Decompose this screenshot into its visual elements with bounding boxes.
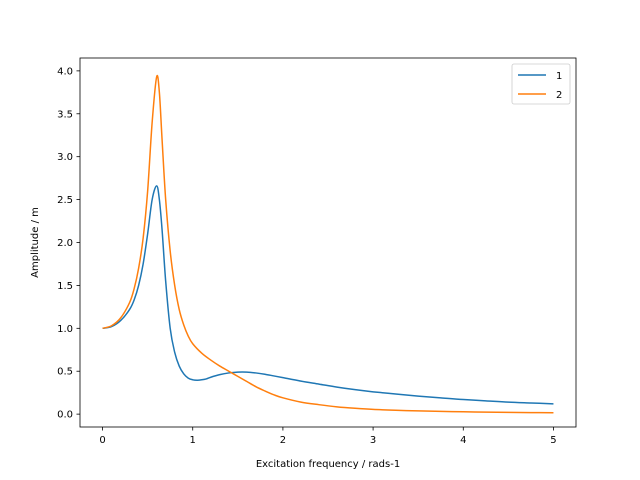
x-tick-label: 4 xyxy=(460,435,466,446)
x-tick-label: 2 xyxy=(280,435,286,446)
series-layer xyxy=(102,74,554,414)
y-tick-label: 4.0 xyxy=(57,66,73,77)
x-axis: 0 1 2 3 4 5 xyxy=(99,427,557,446)
x-tick-label: 5 xyxy=(550,435,556,446)
series-line-2 xyxy=(102,74,554,414)
legend: 12 xyxy=(511,63,571,105)
y-tick-label: 2.0 xyxy=(57,238,73,249)
y-tick-label: 3.0 xyxy=(57,152,73,163)
legend-label-2: 2 xyxy=(556,90,562,101)
y-tick-label: 0.5 xyxy=(57,367,73,378)
y-tick-label: 3.5 xyxy=(57,109,73,120)
y-tick-label: 1.0 xyxy=(57,324,73,335)
legend-label-1: 1 xyxy=(556,71,562,82)
x-tick-label: 1 xyxy=(190,435,196,446)
y-tick-label: 0.0 xyxy=(57,410,73,421)
x-tick-label: 3 xyxy=(370,435,376,446)
x-tick-label: 0 xyxy=(99,435,105,446)
y-tick-label: 1.5 xyxy=(57,281,73,292)
x-axis-label: Excitation frequency / rads-1 xyxy=(256,459,400,470)
y-tick-label: 2.5 xyxy=(57,195,73,206)
y-axis: 0.0 0.5 1.0 1.5 2.0 2.5 3.0 3.5 4.0 xyxy=(57,66,80,421)
series-line-1 xyxy=(102,185,554,405)
y-axis-label: Amplitude / m xyxy=(30,207,41,278)
